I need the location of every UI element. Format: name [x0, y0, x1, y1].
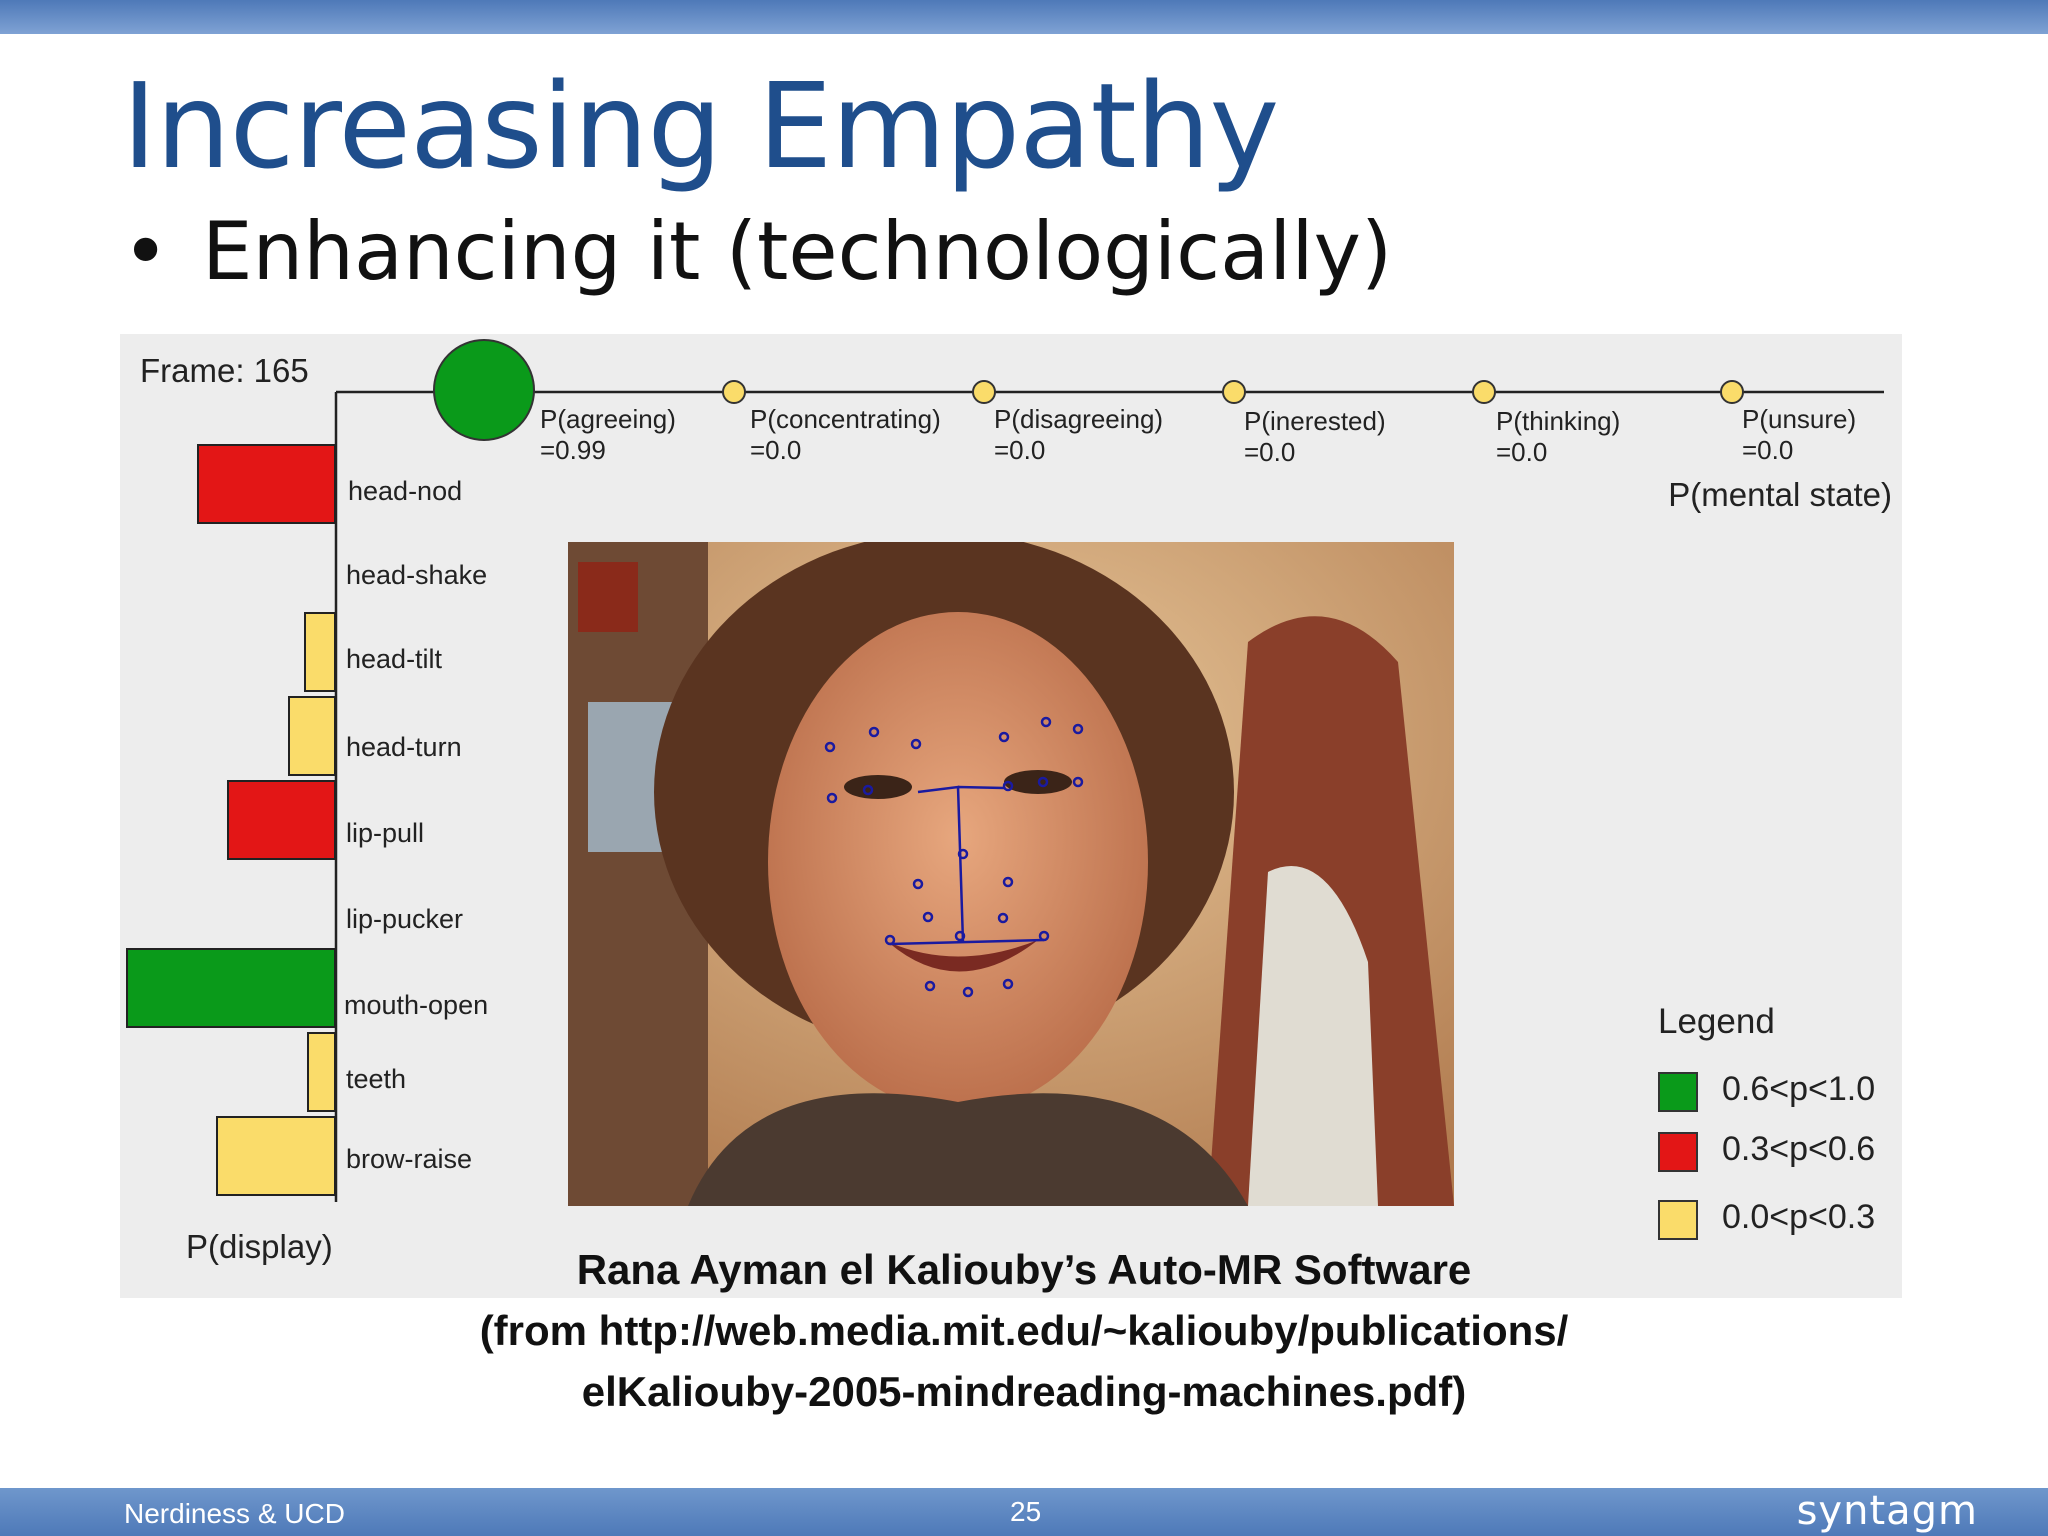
legend-title: Legend: [1658, 1002, 1775, 1041]
legend-label: 0.6<p<1.0: [1722, 1070, 1876, 1108]
state-label-thinking: P(thinking) =0.0: [1496, 406, 1620, 468]
state-label-unsure: P(unsure) =0.0: [1742, 404, 1856, 466]
bullet-marker: •: [122, 205, 170, 298]
display-label-mouth-open: mouth-open: [344, 990, 489, 1020]
caption-line-3: elKaliouby-2005-mindreading-machines.pdf…: [581, 1367, 1467, 1415]
mental-state-axis-label: P(mental state): [1668, 476, 1892, 513]
state-name: P(thinking): [1496, 406, 1621, 436]
state-label-inerested: P(inerested) =0.0: [1244, 406, 1386, 468]
display-label-head-tilt: head-tilt: [346, 644, 443, 674]
legend-swatch-yellow: [1658, 1200, 1698, 1240]
state-label-concentrating: P(concentrating) =0.0: [750, 404, 941, 466]
display-label-teeth: teeth: [346, 1064, 407, 1094]
caption-line-1: Rana Ayman el Kaliouby’s Auto-MR Softwar…: [576, 1246, 1472, 1293]
state-label-disagreeing: P(disagreeing) =0.0: [994, 404, 1163, 466]
state-name: P(inerested): [1244, 406, 1386, 436]
state-marker-P(thinking): [1472, 380, 1496, 404]
state-value: =0.99: [540, 435, 606, 466]
mental-state-markers: [433, 339, 1744, 441]
state-value: =0.0: [1742, 435, 1794, 466]
display-label-brow-raise: brow-raise: [346, 1144, 473, 1174]
display-bar-head-nod: [197, 444, 336, 524]
display-bar-head-tilt: [304, 612, 336, 692]
display-label-lip-pucker: lip-pucker: [346, 904, 464, 934]
bullet-text: Enhancing it (technologically): [202, 205, 1393, 298]
figure-axes: [334, 339, 1884, 1202]
state-marker-P(disagreeing): [972, 380, 996, 404]
state-value: =0.0: [1244, 437, 1296, 468]
page-number: 25: [1010, 1496, 1042, 1527]
state-marker-P(concentrating): [722, 380, 746, 404]
state-value: =0.0: [1496, 437, 1548, 468]
display-label-lip-pull: lip-pull: [346, 818, 425, 848]
syntagm-logo: syntagm: [1796, 1488, 1978, 1534]
display-label-head-turn: head-turn: [346, 732, 462, 762]
legend-label: 0.3<p<0.6: [1722, 1130, 1876, 1168]
footer-bar: Nerdiness & UCD 25 syntagm: [0, 1488, 2048, 1536]
face-photo-image: [568, 542, 1454, 1206]
top-bar: [0, 0, 2048, 34]
frame-label: Frame: 165: [140, 352, 309, 389]
slide-title: Increasing Empathy: [122, 57, 1279, 195]
state-marker-P(agreeing): [433, 339, 535, 441]
display-label-head-shake: head-shake: [346, 560, 488, 590]
footer-title: Nerdiness & UCD: [124, 1498, 345, 1529]
display-bar-mouth-open: [126, 948, 336, 1028]
state-name: P(concentrating): [750, 404, 941, 434]
legend-label: 0.0<p<0.3: [1722, 1198, 1876, 1236]
state-label-agreeing: P(agreeing) =0.99: [540, 404, 676, 466]
legend-swatch-green: [1658, 1072, 1698, 1112]
state-name: P(agreeing): [540, 404, 676, 434]
display-bar-head-turn: [288, 696, 336, 776]
display-bar-lip-pull: [227, 780, 336, 860]
legend-swatch-red: [1658, 1132, 1698, 1172]
caption-line-2: (from http://web.media.mit.edu/~kaliouby…: [479, 1306, 1569, 1354]
figure-panel: Frame: 165 P(agreeing) =0.99 P(concentra…: [120, 334, 1902, 1298]
figure-caption: Rana Ayman el Kaliouby’s Auto-MR Softwar…: [0, 1240, 2048, 1423]
display-bar-brow-raise: [216, 1116, 336, 1196]
display-axis-label: P(display): [186, 1228, 333, 1265]
state-value: =0.0: [750, 435, 802, 466]
state-value: =0.0: [994, 435, 1046, 466]
state-marker-P(inerested): [1222, 380, 1246, 404]
state-name: P(unsure): [1742, 404, 1857, 434]
display-label-head-nod: head-nod: [348, 476, 463, 506]
state-marker-P(unsure): [1720, 380, 1744, 404]
state-name: P(disagreeing): [994, 404, 1164, 434]
face-tracking-photo: [568, 542, 1454, 1206]
bullet-item: • Enhancing it (technologically): [122, 208, 1392, 296]
display-bar-teeth: [307, 1032, 336, 1112]
